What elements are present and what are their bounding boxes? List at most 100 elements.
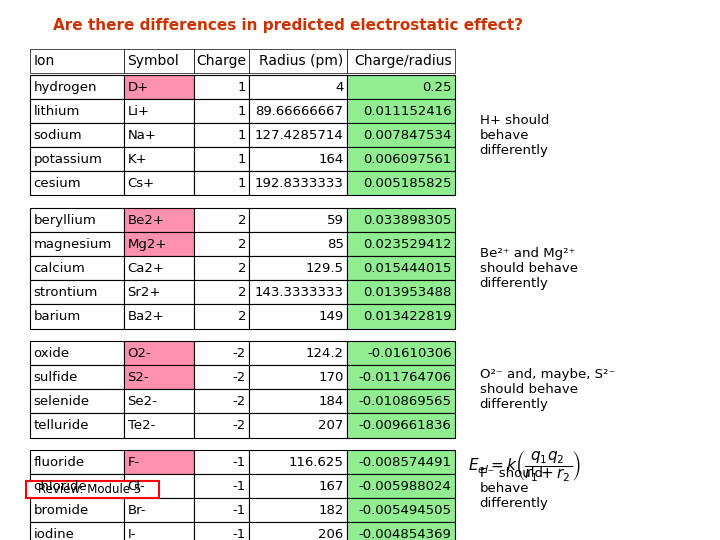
Text: barium: barium [33,310,81,323]
Text: 2: 2 [238,310,246,323]
Text: iodine: iodine [33,528,74,540]
Text: 2: 2 [238,262,246,275]
Bar [250,123,347,147]
Bar [250,414,347,437]
Bar [347,171,455,195]
Text: 0.013422819: 0.013422819 [363,310,451,323]
Bar [30,99,124,123]
Text: Na+: Na+ [127,129,156,142]
Bar [194,366,250,389]
Text: -1: -1 [233,528,246,540]
Text: -0.011764706: -0.011764706 [359,371,451,384]
Text: sodium: sodium [33,129,82,142]
Bar [347,414,455,437]
Text: 0.011152416: 0.011152416 [363,105,451,118]
Bar [124,389,194,414]
Bar [30,414,124,437]
Text: 0.033898305: 0.033898305 [364,214,451,227]
Bar [194,171,250,195]
Text: 89.66666667: 89.66666667 [256,105,343,118]
Text: beryllium: beryllium [33,214,96,227]
Bar [124,147,194,171]
Bar [194,75,250,99]
Bar [347,389,455,414]
Text: sulfide: sulfide [33,371,78,384]
Text: Sr2+: Sr2+ [127,286,161,299]
Bar [30,523,124,540]
Text: O²⁻ and, maybe, S²⁻
should behave
differently: O²⁻ and, maybe, S²⁻ should behave differ… [480,368,615,411]
Bar [124,341,194,366]
Text: 1: 1 [238,177,246,190]
Bar [194,256,250,280]
Text: chloride: chloride [33,480,87,493]
Bar [347,366,455,389]
Text: -1: -1 [233,456,246,469]
Bar [194,389,250,414]
Text: 2: 2 [238,238,246,251]
Text: 1: 1 [238,105,246,118]
Bar [124,232,194,256]
Text: -0.008574491: -0.008574491 [359,456,451,469]
Text: 0.023529412: 0.023529412 [363,238,451,251]
Text: 127.4285714: 127.4285714 [255,129,343,142]
Text: -1: -1 [233,504,246,517]
Text: 85: 85 [327,238,343,251]
Text: 192.8333333: 192.8333333 [255,177,343,190]
Text: 182: 182 [318,504,343,517]
Text: 2: 2 [238,214,246,227]
Bar [250,232,347,256]
Bar [250,49,347,73]
Text: Charge: Charge [196,53,246,68]
Text: 149: 149 [318,310,343,323]
Text: Be2+: Be2+ [127,214,164,227]
Text: oxide: oxide [33,347,70,360]
Text: Cs+: Cs+ [127,177,155,190]
Text: H+ should
behave
differently: H+ should behave differently [480,114,549,157]
Bar [30,171,124,195]
Bar [194,450,250,474]
Bar [124,450,194,474]
Bar [194,305,250,328]
Text: Mg2+: Mg2+ [127,238,167,251]
Bar [124,523,194,540]
Bar [124,305,194,328]
Bar [30,208,124,232]
Text: 0.006097561: 0.006097561 [364,153,451,166]
Bar [30,341,124,366]
Bar [250,208,347,232]
Text: 167: 167 [318,480,343,493]
Bar [124,414,194,437]
Bar [250,366,347,389]
Text: 0.015444015: 0.015444015 [364,262,451,275]
Bar [194,232,250,256]
Bar [124,474,194,498]
Text: Se2-: Se2- [127,395,158,408]
Text: $E_{el} = k\left(\dfrac{q_1 q_2}{r_1 + r_2}\right)$: $E_{el} = k\left(\dfrac{q_1 q_2}{r_1 + r… [468,448,582,483]
Bar [250,389,347,414]
Text: Be²⁺ and Mg²⁺
should behave
differently: Be²⁺ and Mg²⁺ should behave differently [480,247,577,290]
Bar [194,341,250,366]
Text: -1: -1 [233,480,246,493]
Text: 2: 2 [238,286,246,299]
Text: 59: 59 [327,214,343,227]
Text: Br-: Br- [127,504,146,517]
Text: 0.005185825: 0.005185825 [363,177,451,190]
Bar [347,341,455,366]
Bar [124,498,194,523]
Bar [124,256,194,280]
Bar [194,147,250,171]
Bar [347,147,455,171]
Text: -2: -2 [233,395,246,408]
Text: Te2-: Te2- [127,419,155,432]
Text: Review: Module 5: Review: Module 5 [37,483,141,496]
Bar [250,256,347,280]
Text: bromide: bromide [33,504,89,517]
Bar [250,147,347,171]
Bar [194,49,250,73]
Bar [30,498,124,523]
Bar [124,75,194,99]
Text: 143.3333333: 143.3333333 [255,286,343,299]
Bar [30,232,124,256]
Bar [347,49,455,73]
Text: 124.2: 124.2 [305,347,343,360]
